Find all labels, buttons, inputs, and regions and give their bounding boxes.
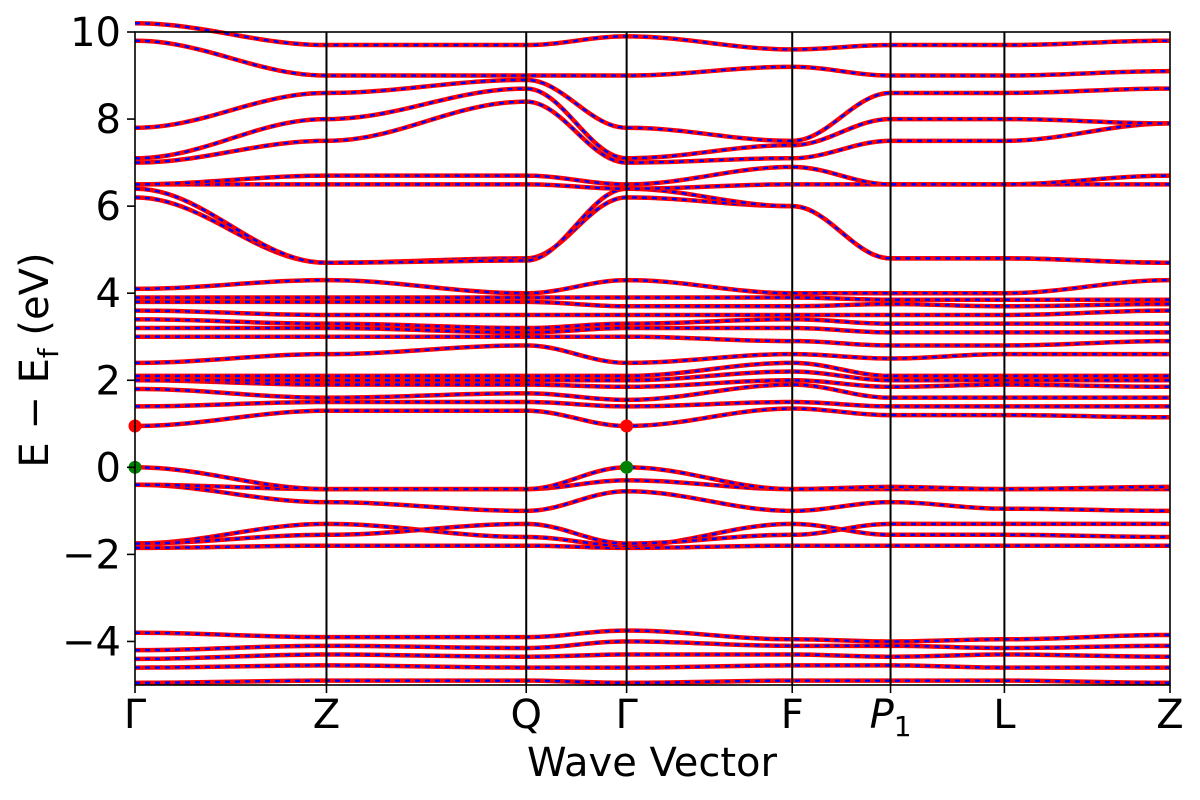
band-line-dashed-22	[135, 300, 1171, 308]
band-line-32	[134, 38, 1171, 78]
band-line-dashed-28	[134, 165, 1171, 186]
band-line-dashed-7	[134, 522, 1170, 545]
band-line-dashed-23	[135, 296, 1170, 301]
band-line-dashed-17	[134, 344, 1170, 365]
x-tick-label-0: Γ	[124, 692, 147, 738]
band-line-dashed-25	[134, 196, 1171, 264]
x-tick-label-2: Q	[510, 692, 541, 738]
y-tick-label: −4	[62, 619, 121, 665]
y-tick-label: 10	[70, 10, 121, 56]
y-tick-label: 2	[96, 358, 121, 404]
band-line-6	[134, 521, 1171, 548]
band-line-29	[134, 99, 1171, 165]
band-line-10	[134, 465, 1171, 492]
band-line-8	[134, 482, 1171, 514]
band-line-dashed-4	[134, 629, 1171, 643]
x-axis-label: Wave Vector	[527, 740, 778, 786]
band-line-dashed-26	[134, 187, 1171, 264]
band-line-25	[134, 195, 1171, 265]
band-line-dashed-5	[134, 544, 1170, 550]
extremum-marker-3	[620, 460, 634, 474]
y-tick-label: 4	[96, 271, 121, 317]
y-tick-label: 0	[96, 445, 121, 491]
markers-layer	[128, 419, 634, 474]
band-line-dashed-2	[134, 653, 1171, 661]
x-tick-label-1: Z	[313, 692, 340, 738]
extremum-marker-2	[620, 419, 634, 433]
band-line-dashed-0	[134, 679, 1171, 685]
band-line-dashed-31	[134, 78, 1171, 143]
band-line-dashed-24	[134, 278, 1171, 295]
band-line-11	[134, 406, 1171, 429]
band-line-dashed-3	[134, 640, 1171, 652]
band-line-dashed-20	[134, 318, 1170, 330]
band-line-24	[134, 277, 1171, 296]
band-line-dashed-19	[135, 326, 1170, 334]
band-line-31	[134, 77, 1171, 144]
band-line-dashed-1	[134, 664, 1170, 669]
band-line-dashed-16	[135, 361, 1170, 378]
y-tick-label: 8	[96, 97, 121, 143]
y-ticks-layer: −4 −2 0 2 4 6 8 10	[62, 10, 135, 665]
band-line-1	[134, 663, 1170, 670]
x-tick-label-7: Z	[1156, 692, 1183, 738]
band-line-2	[134, 652, 1171, 662]
y-tick-label: 6	[96, 184, 121, 230]
band-line-dashed-21	[134, 309, 1171, 317]
band-line-30	[134, 86, 1171, 161]
band-line-18	[135, 334, 1171, 348]
y-tick-label: −2	[62, 532, 121, 578]
bands-layer	[134, 21, 1171, 686]
x-tick-label-5: P1	[870, 692, 912, 743]
band-line-16	[135, 360, 1170, 379]
band-line-dashed-12	[134, 400, 1170, 408]
band-line-23	[135, 295, 1170, 302]
band-line-dashed-13	[134, 383, 1170, 402]
kpoint-lines-layer	[325, 32, 1006, 685]
band-line-0	[134, 678, 1171, 686]
band-line-dashed-14	[134, 379, 1171, 389]
band-line-dashed-33	[134, 22, 1171, 51]
x-tick-label-4: F	[781, 692, 804, 738]
band-line-21	[134, 308, 1171, 318]
plot-frame	[134, 31, 1171, 686]
x-tick-label-6: L	[993, 692, 1016, 738]
band-line-dashed-29	[134, 100, 1171, 164]
band-line-22	[135, 299, 1171, 309]
y-axis-label: E − Ef (eV)	[12, 252, 65, 467]
band-line-dashed-15	[135, 370, 1170, 382]
x-ticks-layer: Γ Z Q Γ F P1 L Z	[124, 685, 1184, 743]
band-line-dashed-18	[135, 335, 1171, 347]
band-line-28	[134, 164, 1171, 187]
x-tick-label-3: Γ	[615, 692, 638, 738]
band-line-dashed-11	[134, 407, 1171, 428]
